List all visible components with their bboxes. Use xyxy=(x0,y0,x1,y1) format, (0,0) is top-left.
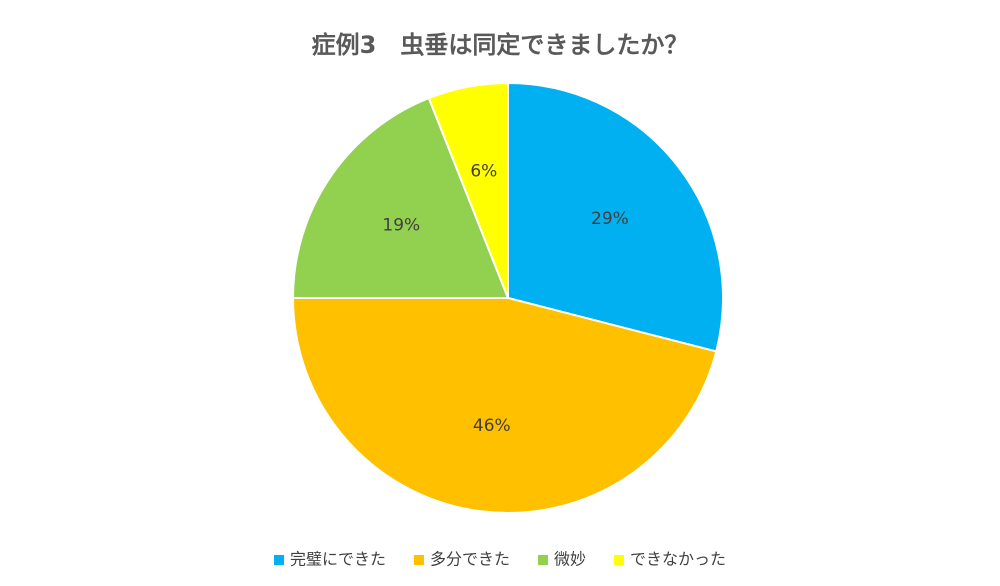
chart-title: 症例3 虫垂は同定できましたか？ xyxy=(312,31,689,59)
pie-slice xyxy=(291,297,718,514)
legend-swatch xyxy=(538,555,548,565)
legend-swatch xyxy=(273,555,284,565)
value-label: 46% xyxy=(473,416,511,436)
legend-swatch xyxy=(614,555,625,565)
legend-label: 多分できた xyxy=(430,550,510,569)
value-label: 6% xyxy=(470,161,497,181)
value-label: 19% xyxy=(382,215,420,235)
pie-slice xyxy=(427,81,509,299)
legend-label: できなかった xyxy=(630,550,726,569)
pie-slice xyxy=(291,96,510,299)
legend-label: 完璧にできた xyxy=(290,550,386,569)
value-label: 29% xyxy=(591,209,629,229)
legend-swatch xyxy=(413,555,424,565)
legend-label: 微妙 xyxy=(554,550,586,569)
pie-slice xyxy=(507,81,724,353)
